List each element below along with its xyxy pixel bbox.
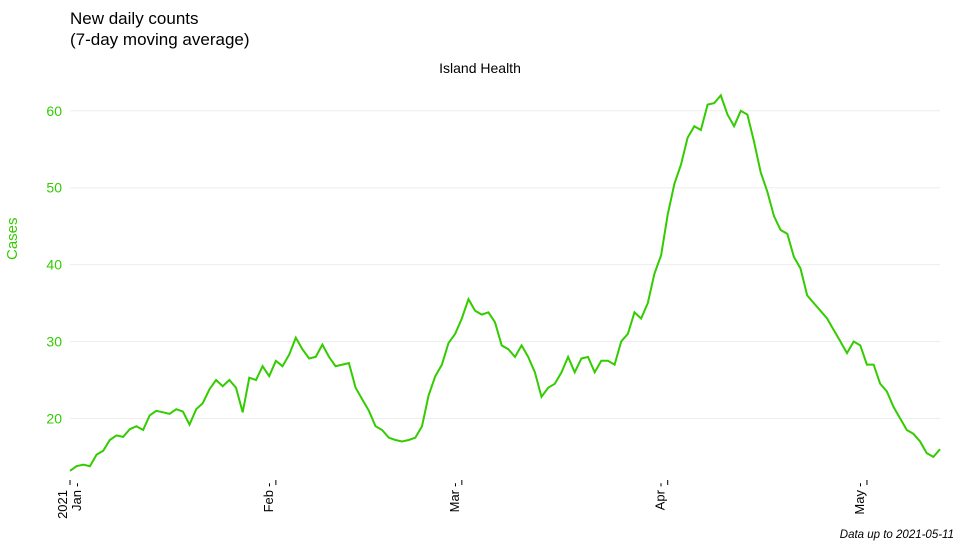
chart-title: New daily counts (7-day moving average) (70, 8, 250, 51)
x-tick-label-group: Mar - (447, 483, 462, 513)
x-tick-label-group: Feb - (261, 483, 276, 513)
x-tick-label-month: Feb (261, 490, 276, 512)
y-tick-label: 20 (46, 410, 62, 426)
x-tick-label-group: Apr - (653, 483, 668, 511)
chart-container: New daily counts (7-day moving average) … (0, 0, 960, 543)
x-tick-dash: - (69, 483, 84, 487)
y-tick-label: 50 (46, 180, 62, 196)
y-tick-label: 40 (46, 257, 62, 273)
title-line2: (7-day moving average) (70, 30, 250, 49)
x-tick-label-year: 2021 (55, 490, 70, 519)
y-tick-label: 60 (46, 103, 62, 119)
x-tick-dash: - (653, 483, 668, 487)
x-tick-dash: - (447, 483, 462, 487)
x-tick-label-group: May - (852, 483, 867, 515)
y-axis-label: Cases (4, 217, 21, 260)
x-tick-label-month: Jan (69, 490, 84, 511)
footnote: Data up to 2021-05-11 (840, 529, 954, 541)
panel-title: Island Health (0, 60, 960, 76)
x-tick-dash: - (261, 483, 276, 487)
chart-svg: 20 30 40 50 60 2021Jan - Feb - Mar - Apr - May - (0, 0, 960, 543)
series-line (70, 95, 940, 470)
x-tick-label-month: Mar (447, 489, 462, 512)
x-tick-label-month: May (852, 490, 867, 515)
x-tick-label-month: Apr (653, 489, 668, 510)
x-tick-label-group: 2021Jan - (55, 483, 84, 519)
y-tick-label: 30 (46, 334, 62, 350)
x-tick-dash: - (852, 483, 867, 487)
title-line1: New daily counts (70, 9, 199, 28)
